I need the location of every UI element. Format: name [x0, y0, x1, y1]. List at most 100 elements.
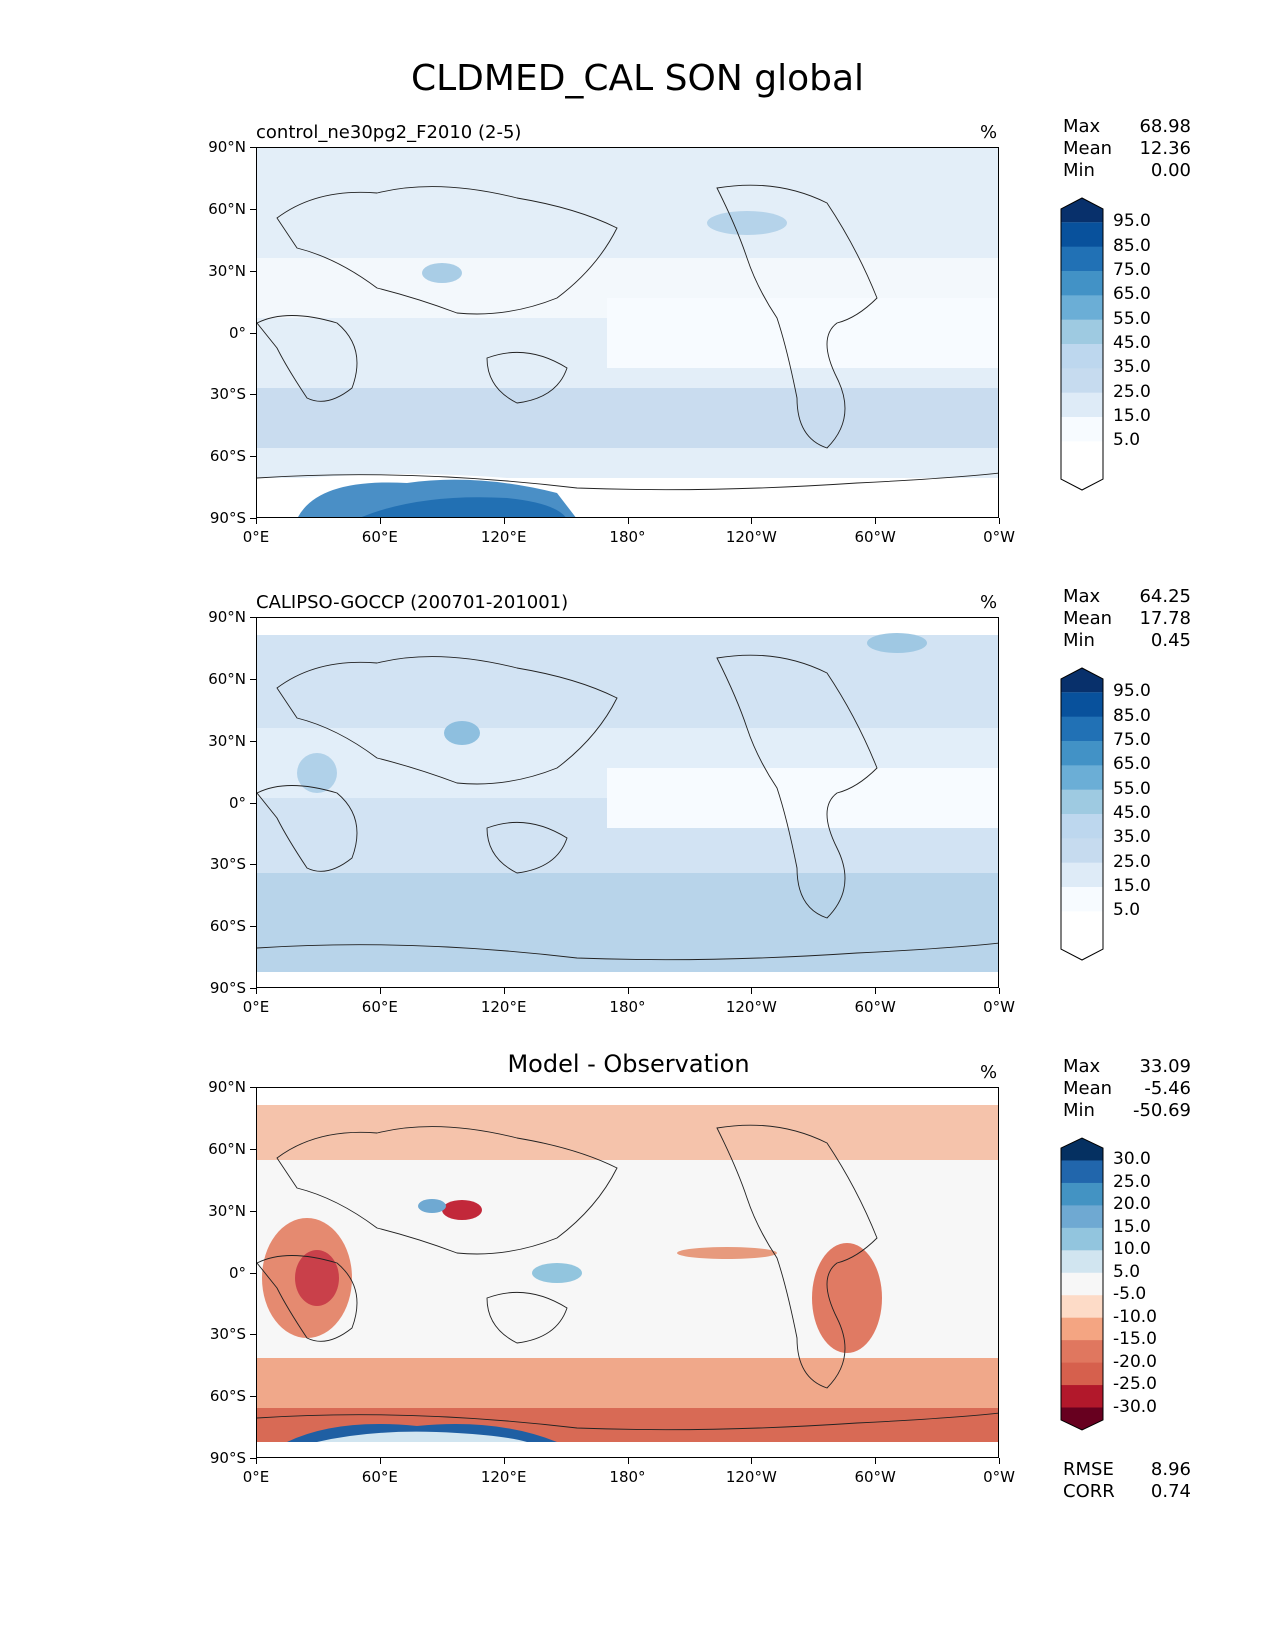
lat-tick [250, 394, 256, 396]
stat-row: Min 0.45 [1063, 630, 1191, 652]
colorbar-tick-label: -15.0 [1113, 1329, 1157, 1350]
colorbar-outline [1060, 1137, 1104, 1431]
lon-tick-label: 180° [609, 528, 646, 546]
stat-label: Min [1063, 630, 1095, 651]
lon-tick-label: 120°W [725, 998, 777, 1016]
colorbar-tick-label: 25.0 [1113, 381, 1151, 402]
colorbar-segment [1061, 1138, 1103, 1161]
stat-value: 68.98 [1139, 116, 1191, 137]
lon-tick [999, 988, 1000, 994]
figure-title: CLDMED_CAL SON global [410, 58, 865, 99]
stat-value: -5.46 [1144, 1078, 1191, 1099]
colorbar-outline [1060, 667, 1104, 961]
lon-tick [627, 518, 629, 524]
lat-tick-label: 0° [228, 323, 246, 342]
map-svg [257, 1088, 998, 1457]
colorbar-segment [1061, 1205, 1103, 1229]
lat-tick [250, 147, 256, 148]
stat-value: 0.00 [1150, 160, 1191, 181]
coastlines [257, 654, 998, 961]
lon-tick-label: 120°E [480, 1468, 527, 1486]
lon-tick [379, 988, 381, 994]
colorbar-tick-label: 5.0 [1113, 1261, 1141, 1282]
lon-tick [875, 518, 877, 524]
lon-tick [256, 518, 257, 524]
colorbar-segment [1061, 1160, 1103, 1184]
lat-tick-label: 90°N [208, 1078, 246, 1096]
lon-tick [999, 1458, 1000, 1464]
lon-tick [256, 988, 257, 994]
lat-tick [250, 1087, 256, 1088]
stat-row: Mean -5.46 [1063, 1078, 1191, 1100]
colorbar-segment [1061, 246, 1103, 272]
lat-tick [250, 740, 256, 742]
lon-tick [503, 1458, 505, 1464]
lat-tick-label: 90°S [209, 509, 246, 527]
lat-tick-label: 60°N [208, 1139, 246, 1158]
lat-tick [250, 1396, 256, 1398]
colorbar-segment [1061, 692, 1103, 718]
colorbar-segment [1061, 911, 1103, 937]
colorbar-segment [1061, 368, 1103, 394]
stats-block: Max 68.98 Mean 12.36 Min 0.00 [1063, 116, 1191, 182]
lon-tick-label: 0°W [983, 998, 1015, 1016]
colorbar [1060, 667, 1104, 961]
colorbar-tick-label: -30.0 [1113, 1396, 1157, 1417]
colorbar-segment [1061, 814, 1103, 839]
colorbar-segment [1061, 741, 1103, 766]
lat-tick-label: 90°N [208, 138, 246, 156]
lon-tick [751, 1458, 753, 1464]
lon-tick-label: 0°W [983, 1468, 1015, 1486]
lat-tick-label: 30°S [209, 855, 246, 874]
lat-tick [250, 1272, 256, 1274]
metrics-block: RMSE 8.96 CORR 0.74 [1063, 1459, 1191, 1503]
colorbar-tick-label: 10.0 [1113, 1239, 1151, 1260]
lat-tick-label: 90°N [208, 608, 246, 626]
metric-label: CORR [1063, 1481, 1115, 1502]
lon-tick [751, 518, 753, 524]
colorbar-segment [1061, 1317, 1103, 1341]
colorbar-tick-label: -5.0 [1113, 1284, 1147, 1305]
colorbar-tick-label: 75.0 [1113, 260, 1151, 280]
map-svg [257, 148, 998, 517]
colorbar-segment [1061, 1385, 1103, 1409]
lon-tick [379, 1458, 381, 1464]
lon-tick-label: 0°E [242, 1468, 270, 1486]
stat-row: Mean 12.36 [1063, 138, 1191, 160]
stat-value: 33.09 [1139, 1056, 1191, 1077]
lon-tick [503, 988, 505, 994]
panel-title: control_ne30pg2_F2010 (2-5) [256, 122, 522, 143]
colorbar-segment [1061, 862, 1103, 888]
units-label: % [980, 1062, 998, 1083]
colorbar-tick-label: 5.0 [1113, 900, 1141, 921]
colorbar-segment [1061, 789, 1103, 815]
colorbar-segment [1061, 765, 1103, 791]
lon-tick-label: 60°W [854, 1468, 896, 1486]
lon-tick [999, 518, 1000, 524]
lon-tick-label: 60°W [854, 528, 896, 546]
colorbar-segment [1061, 441, 1103, 467]
stat-value: 17.78 [1139, 608, 1191, 629]
stats-block: Max 64.25 Mean 17.78 Min 0.45 [1063, 586, 1191, 652]
units-label: % [980, 592, 998, 613]
colorbar-segment [1061, 392, 1103, 418]
lon-tick [627, 1458, 629, 1464]
lon-tick-label: 0°E [242, 998, 270, 1016]
panel-title: CALIPSO-GOCCP (200701-201001) [256, 592, 569, 613]
lon-tick-label: 120°W [725, 528, 777, 546]
stat-value: 64.25 [1139, 586, 1191, 607]
colorbar-tick-label: 85.0 [1113, 705, 1151, 726]
colorbar-tick-label: 95.0 [1113, 681, 1151, 702]
colorbar-tick-label: 65.0 [1113, 754, 1151, 775]
lat-tick [250, 802, 256, 804]
lon-tick-label: 60°E [361, 528, 398, 546]
lat-tick [250, 1148, 256, 1150]
lon-tick-label: 120°E [480, 528, 527, 546]
lat-tick [250, 1210, 256, 1212]
colorbar-tick-label: 20.0 [1113, 1194, 1151, 1215]
stat-row: Max 68.98 [1063, 116, 1191, 138]
lon-tick [256, 1458, 257, 1464]
colorbar-segment [1061, 887, 1103, 912]
colorbar-tick-label: 25.0 [1113, 851, 1151, 872]
lon-tick [875, 1458, 877, 1464]
